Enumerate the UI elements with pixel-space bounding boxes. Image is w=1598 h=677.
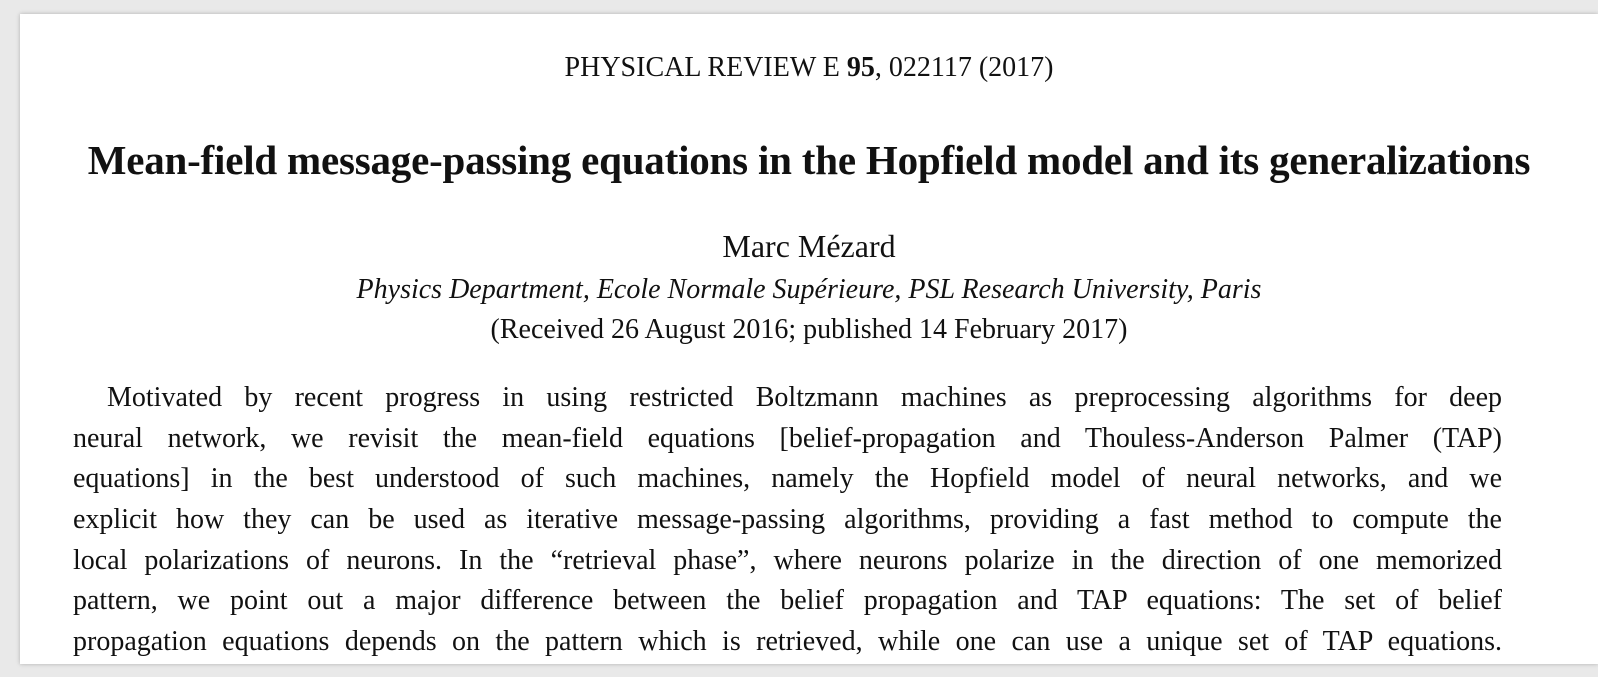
dates: (Received 26 August 2016; published 14 F…: [490, 314, 1128, 345]
abstract-line: local polarizations of neurons. In the “…: [73, 544, 1502, 576]
abstract-line: neural network, we revisit the mean-fiel…: [73, 422, 1502, 454]
volume: 95: [846, 52, 875, 83]
affiliation: Physics Department, Ecole Normale Supéri…: [356, 274, 1262, 305]
paper-title: Mean-field message-passing equations in …: [87, 137, 1531, 183]
abstract-line: propagation equations depends on the pat…: [73, 626, 1502, 658]
abstract-line: equations] in the best understood of suc…: [73, 463, 1502, 495]
citation: , 022117 (2017): [874, 52, 1054, 83]
author: Marc Mézard: [722, 228, 896, 264]
journal-name: PHYSICAL REVIEW E: [564, 52, 840, 83]
abstract-line: explicit how they can be used as iterati…: [73, 504, 1502, 536]
abstract: Motivated by recent progress in using re…: [73, 378, 1502, 663]
paper-page: PHYSICAL REVIEW E 95, 022117 (2017) Mean-…: [20, 14, 1598, 664]
abstract-line: Motivated by recent progress in using re…: [107, 382, 1502, 413]
abstract-line: pattern, we point out a major difference…: [73, 585, 1502, 617]
journal-header: PHYSICAL REVIEW E 95, 022117 (2017): [20, 52, 1598, 84]
